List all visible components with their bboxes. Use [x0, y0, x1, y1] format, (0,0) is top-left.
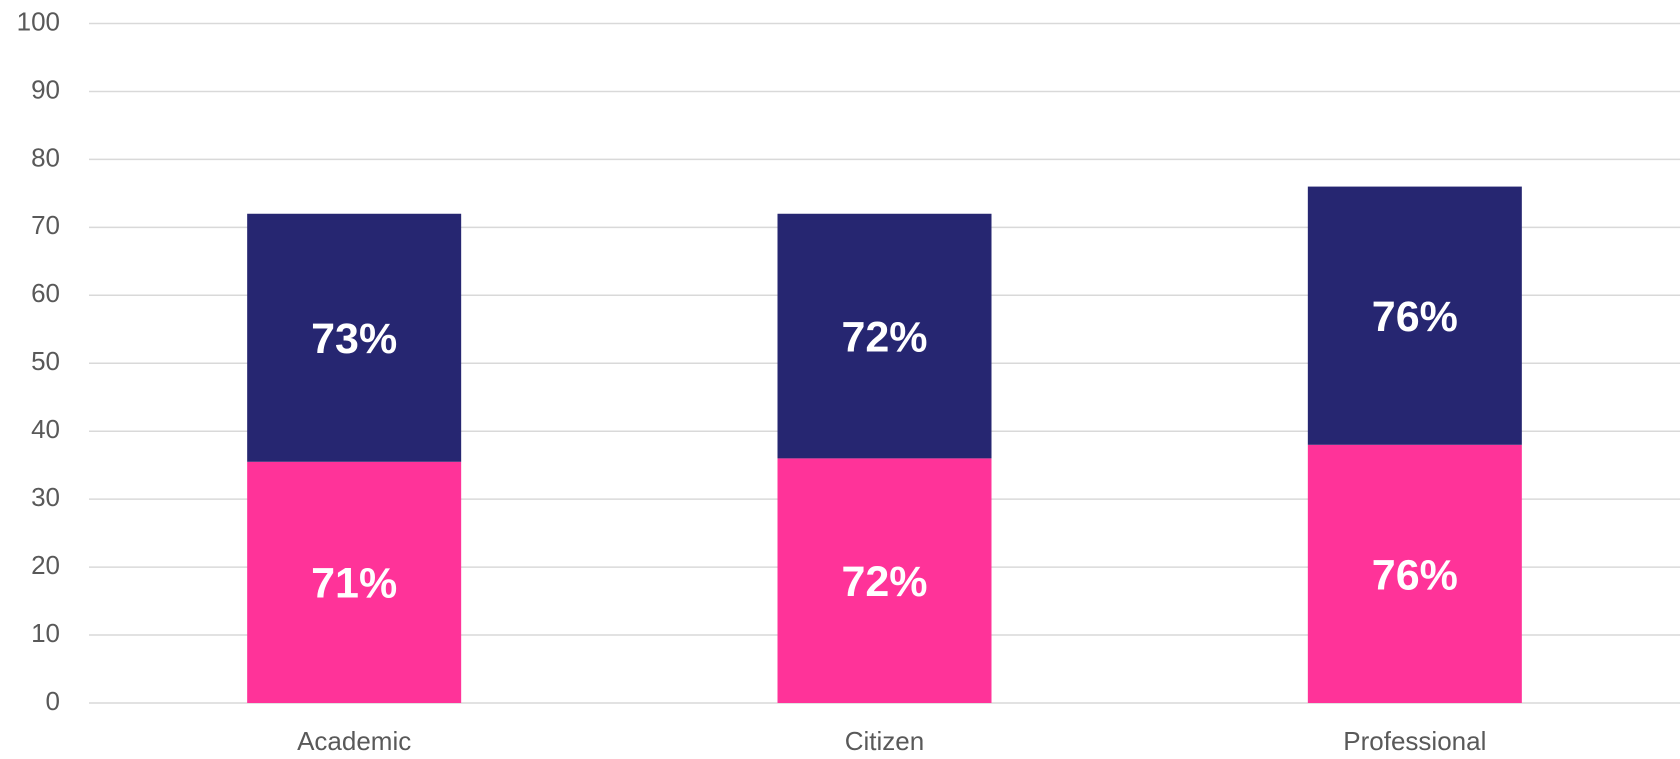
- segment-label: 71%: [311, 560, 397, 608]
- x-tick-label: Academic: [297, 726, 411, 756]
- bar-segment: [1307, 186, 1522, 445]
- y-tick-label: 40: [31, 414, 60, 444]
- x-tick-label: Professional: [1343, 726, 1486, 756]
- y-tick-label: 0: [46, 686, 60, 716]
- segment-label: 73%: [311, 315, 397, 363]
- y-tick-label: 90: [31, 74, 60, 104]
- segment-label: 76%: [1372, 551, 1458, 599]
- bar-segment: [777, 458, 992, 703]
- bar-segment: [777, 213, 992, 459]
- segment-label: 76%: [1372, 293, 1458, 341]
- y-tick-label: 10: [31, 618, 60, 648]
- segment-label: 72%: [841, 313, 927, 361]
- y-tick-label: 60: [31, 278, 60, 308]
- bar-segment: [247, 213, 462, 462]
- y-tick-label: 70: [31, 210, 60, 240]
- y-tick-label: 50: [31, 346, 60, 376]
- bar-segment: [1307, 444, 1522, 703]
- y-tick-label: 80: [31, 142, 60, 172]
- x-tick-label: Citizen: [845, 726, 924, 756]
- y-tick-label: 20: [31, 550, 60, 580]
- segment-label: 72%: [841, 558, 927, 606]
- bar-segment: [247, 461, 462, 703]
- y-tick-label: 100: [17, 6, 60, 36]
- y-tick-label: 30: [31, 482, 60, 512]
